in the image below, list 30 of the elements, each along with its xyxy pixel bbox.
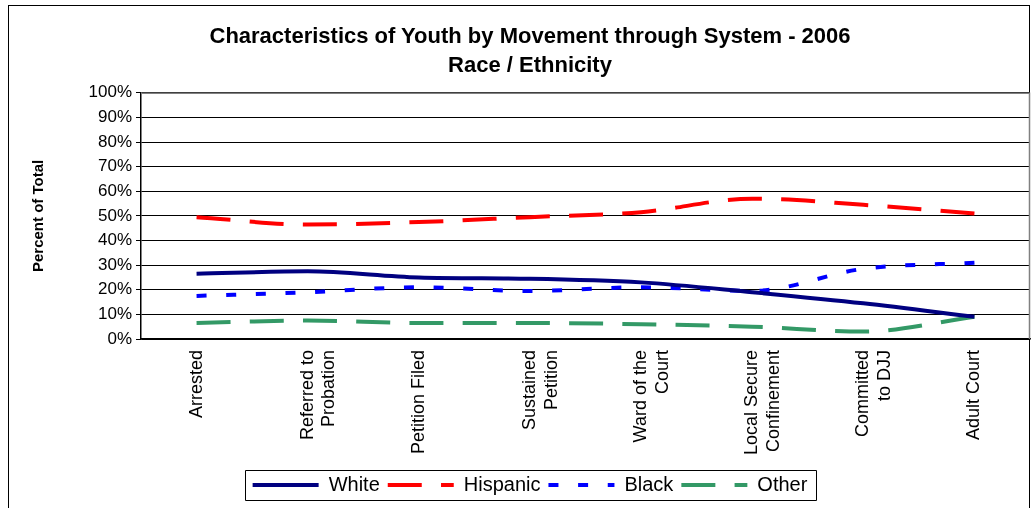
- x-tick-label: Local Secure Confinement: [741, 350, 783, 456]
- y-tick-label: 100%: [88, 82, 132, 102]
- x-tick-label: Adult Court: [963, 350, 984, 441]
- legend-label: Other: [757, 472, 808, 495]
- x-tick-label: Referred to Probation: [296, 350, 339, 441]
- x-tick-label: Arrested: [185, 350, 206, 419]
- y-axis-title: Percent of Total: [29, 159, 47, 273]
- line-series: [194, 260, 977, 298]
- line-series: [194, 314, 977, 334]
- y-tick-label: 60%: [97, 180, 132, 200]
- y-tick-label: 70%: [97, 156, 132, 176]
- line-series: [194, 196, 977, 227]
- y-tick-label: 90%: [97, 107, 132, 127]
- x-tick-label: Petition Filed: [407, 350, 428, 455]
- x-tick-label: Ward of the Court: [630, 350, 672, 443]
- legend-label: Hispanic: [463, 472, 541, 495]
- chart-subtitle: Race / Ethnicity: [448, 51, 613, 77]
- line-series: [194, 269, 977, 319]
- chart-title: Characteristics of Youth by Movement through System - 2006: [209, 23, 851, 49]
- legend-label: White: [328, 472, 380, 495]
- y-tick-label: 80%: [97, 131, 132, 151]
- y-tick-label: 0%: [107, 328, 132, 348]
- y-tick-label: 40%: [97, 230, 132, 250]
- x-tick-label: Committed to DJJ: [852, 350, 894, 438]
- y-tick-label: 20%: [97, 279, 132, 299]
- legend-label: Black: [624, 472, 675, 495]
- y-tick-label: 30%: [97, 254, 132, 274]
- y-tick-label: 10%: [97, 304, 132, 324]
- y-tick-label: 50%: [97, 205, 132, 225]
- x-tick-label: Sustained Petition: [518, 350, 561, 431]
